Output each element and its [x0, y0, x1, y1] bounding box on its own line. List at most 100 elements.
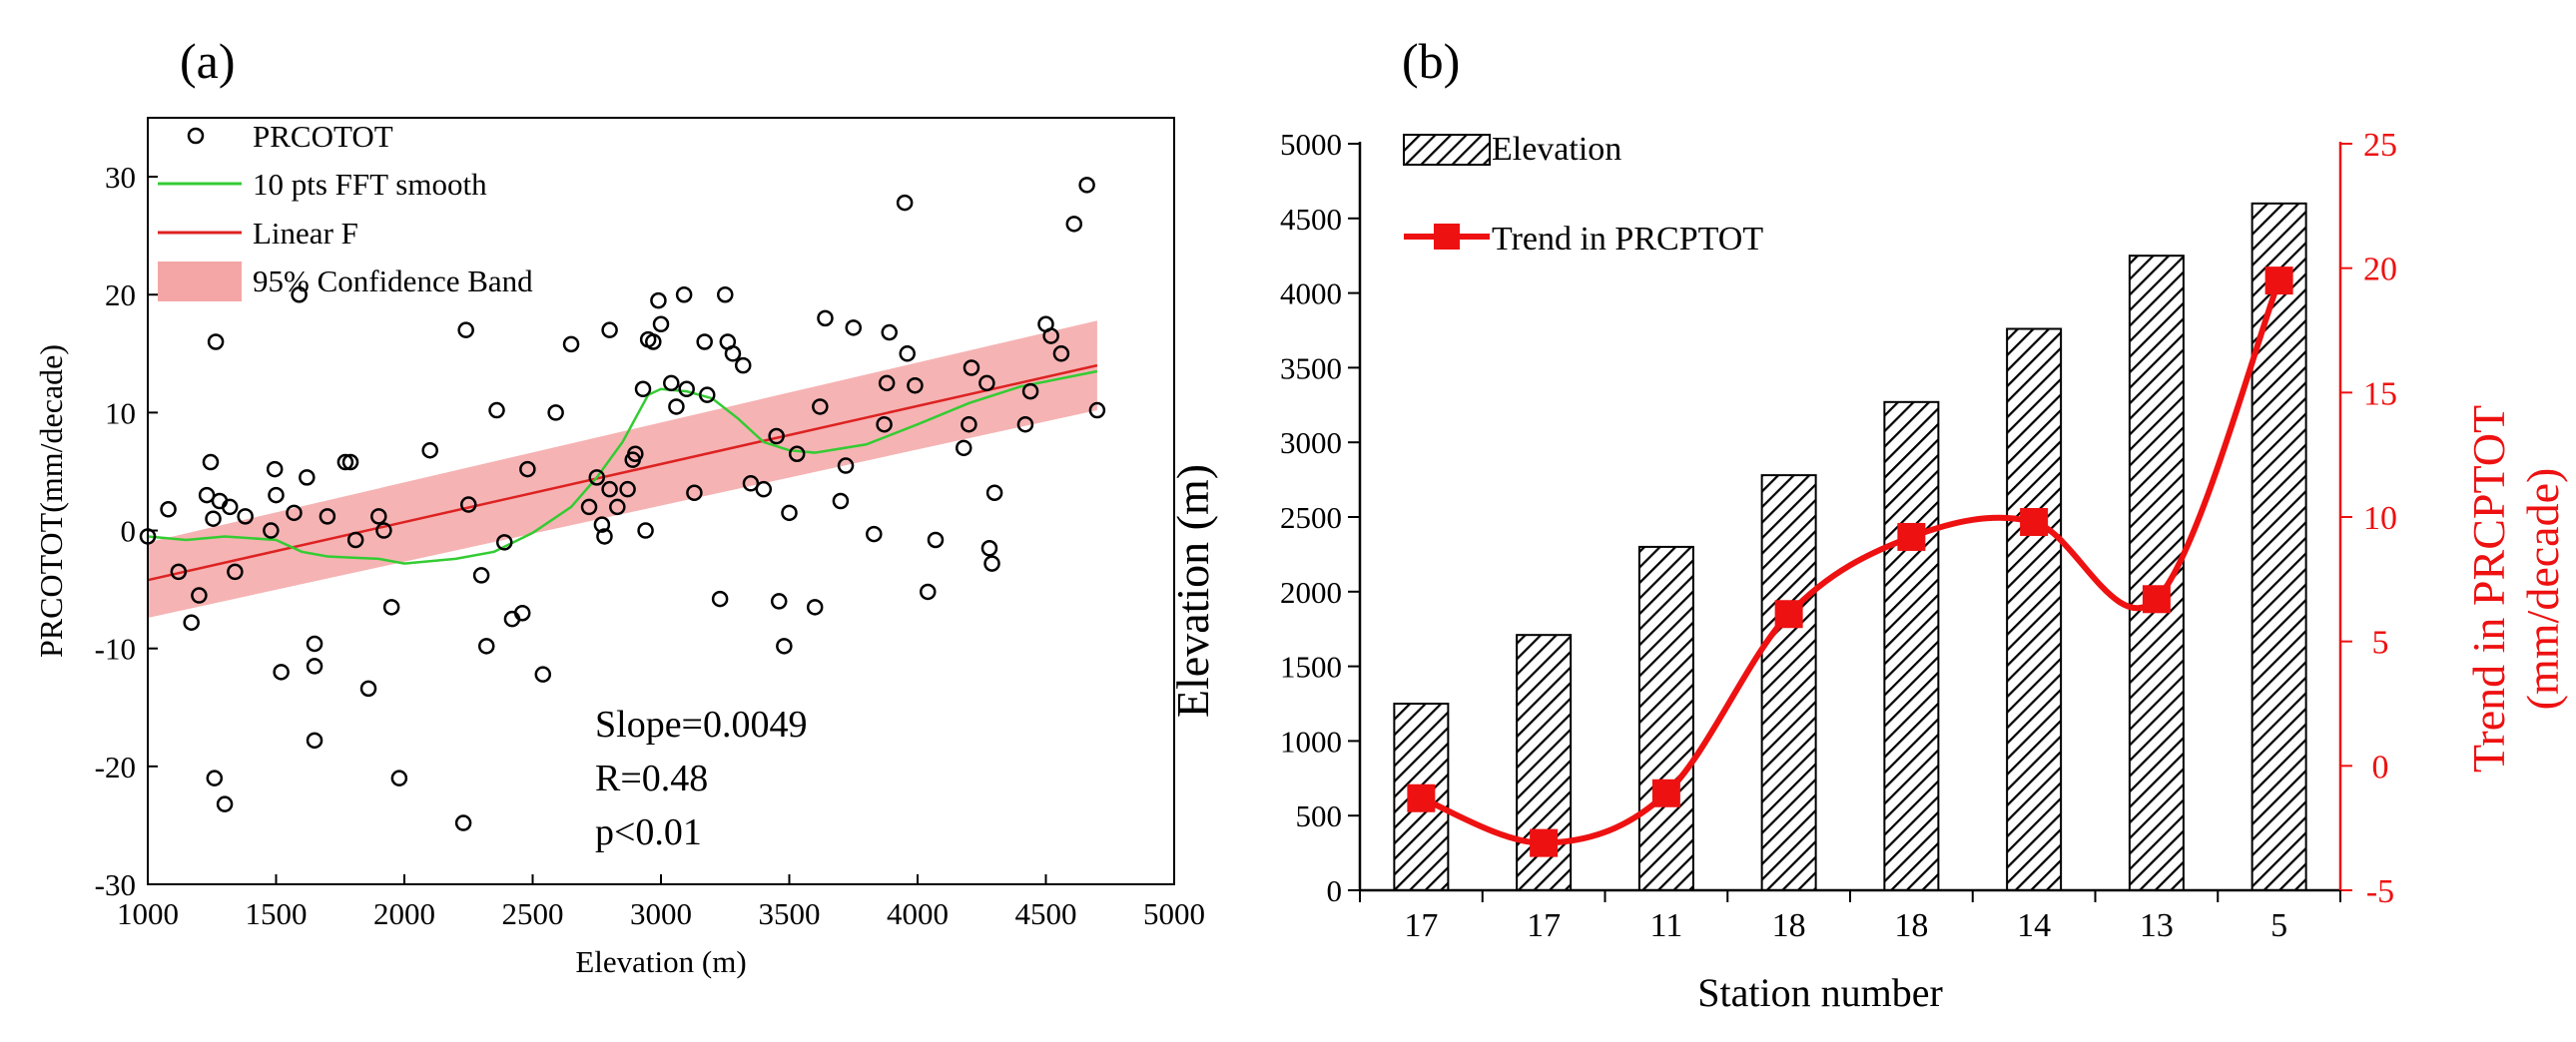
scatter-point	[686, 484, 703, 501]
left-y-tick-label: 3000	[1280, 425, 1342, 460]
y-tick-label: -20	[95, 750, 136, 784]
scatter-point	[454, 814, 472, 831]
legend-scatter-label: PRCOTOT	[253, 119, 393, 154]
linear-fit-group	[147, 363, 1098, 582]
y-tick-label: 10	[105, 395, 136, 430]
scatter-point	[202, 453, 220, 471]
scatter-point	[207, 333, 225, 350]
scatter-point	[637, 522, 654, 539]
scatter-point	[645, 333, 662, 350]
scatter-point	[675, 285, 693, 303]
left-y-tick-label: 0	[1327, 873, 1343, 908]
x-tick-label: 5	[2270, 907, 2287, 944]
x-tick-label: 1000	[117, 896, 179, 931]
scatter-point	[336, 453, 354, 471]
panel-b-y2-axis-unit: (mm/decade)	[2517, 468, 2568, 711]
scatter-point	[770, 593, 788, 610]
scatter-point	[663, 374, 680, 392]
trend-point	[2020, 507, 2049, 536]
scatter-point	[457, 321, 474, 338]
left-y-tick-label: 3500	[1280, 350, 1342, 385]
scatter-point	[375, 522, 392, 539]
elevation-bars-group	[1393, 202, 2307, 892]
scatter-point	[678, 380, 695, 398]
scatter-point	[216, 795, 234, 812]
panel-a-label: (a)	[180, 33, 236, 89]
right-y-tick-label: 20	[2363, 252, 2397, 288]
scatter-point	[866, 525, 883, 543]
scatter-point	[1042, 327, 1059, 344]
scatter-point	[346, 531, 364, 549]
scatter-point	[652, 315, 670, 333]
left-y-tick-label: 2500	[1280, 500, 1342, 535]
scatter-point	[980, 540, 998, 557]
scatter-point	[341, 453, 359, 471]
x-tick-label: 4500	[1015, 896, 1077, 931]
trend-point	[2142, 585, 2171, 614]
x-tick-label: 17	[1404, 907, 1438, 944]
scatter-point	[237, 508, 254, 525]
trend-point	[2264, 266, 2293, 295]
panel-a-legend: PRCOTOT 10 pts FFT smooth Linear F 95% C…	[158, 119, 533, 301]
scatter-point	[776, 638, 793, 655]
scatter-point	[696, 333, 713, 350]
panel-a-x-axis-label: Elevation (m)	[575, 944, 746, 979]
panel-a-scatter-chart: (a) 1000 1500 2000 2500 3000 3500 4000 4500 5000…	[33, 33, 1205, 979]
scatter-point	[519, 460, 536, 478]
x-tick-label: 3500	[759, 896, 821, 931]
scatter-point	[593, 516, 611, 533]
x-tick-label: 2500	[502, 896, 564, 931]
scatter-point	[742, 475, 760, 492]
x-tick-label: 17	[1527, 907, 1561, 944]
legend-band-swatch	[158, 261, 242, 301]
scatter-point	[961, 415, 977, 433]
scatter-point	[547, 404, 564, 421]
scatter-point	[534, 666, 552, 683]
scatter-point	[266, 460, 284, 478]
x-tick-label: 13	[2140, 907, 2174, 944]
legend-elevation-swatch	[1403, 134, 1491, 166]
scatter-point	[978, 374, 995, 392]
scatter-point	[806, 599, 824, 616]
x-tick-label: 2000	[373, 896, 435, 931]
scatter-point	[619, 480, 636, 498]
scatter-point	[601, 321, 618, 338]
scatter-point	[382, 599, 400, 616]
panel-b-left-y-ticks: 0 500 1000 1500 2000 2500 3000 3500 4000 4500 5000	[1280, 127, 1360, 908]
x-tick-label: 14	[2017, 907, 2051, 944]
elevation-bar	[1760, 474, 1817, 891]
scatter-point	[359, 680, 377, 698]
left-y-tick-label: 4000	[1280, 276, 1342, 311]
scatter-point	[390, 770, 408, 786]
scatter-point	[191, 587, 208, 604]
left-y-tick-label: 5000	[1280, 127, 1342, 162]
scatter-point	[221, 498, 239, 516]
scatter-point	[755, 480, 773, 498]
scatter-point	[734, 356, 752, 374]
right-y-tick-label: -5	[2366, 873, 2394, 910]
scatter-point	[306, 658, 323, 675]
scatter-point	[956, 439, 972, 457]
annotation-r: R=0.48	[595, 758, 708, 799]
scatter-point	[627, 445, 644, 462]
elevation-bar	[2251, 202, 2307, 891]
scatter-point	[781, 504, 798, 522]
scatter-point	[601, 480, 618, 498]
right-y-tick-label: 15	[2363, 375, 2397, 412]
scatter-point	[472, 567, 490, 584]
y-tick-label: 0	[121, 514, 137, 549]
x-tick-label: 18	[1772, 907, 1806, 944]
scatter-point	[899, 345, 916, 362]
right-y-tick-label: 10	[2363, 500, 2397, 537]
scatter-point	[881, 323, 898, 341]
scatter-point	[768, 427, 785, 445]
legend-fit-label: Linear F	[253, 216, 358, 251]
x-tick-label: 11	[1650, 907, 1683, 944]
panel-b-y-axis-label: Elevation (m)	[1167, 464, 1218, 718]
legend-smooth-label: 10 pts FFT smooth	[253, 167, 487, 202]
x-tick-label: 18	[1894, 907, 1928, 944]
scatter-point	[668, 398, 685, 415]
fft-smooth-group	[147, 369, 1098, 565]
scatter-point	[812, 398, 829, 415]
